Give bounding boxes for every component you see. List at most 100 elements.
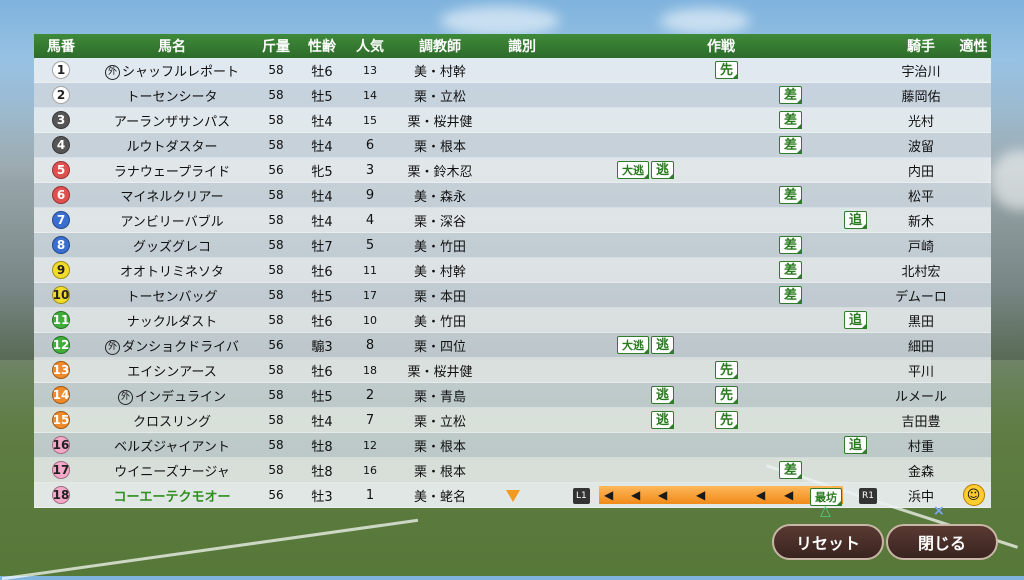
sex-age-cell: 騸3 [311,339,333,355]
strategy-tag[interactable]: 逃 [651,161,675,179]
sex-age-cell: 牡3 [311,489,333,505]
trainer-cell: 栗・四位 [413,339,466,355]
strategy-cell: 差 [556,233,886,257]
strategy-tag[interactable]: 先 [715,61,739,79]
horse-number-cell: 6 [34,186,88,204]
trainer-cell: 栗・鈴木忍 [407,164,473,180]
horse-name-cell: 外ダンショクドライバ [88,336,256,355]
table-row[interactable]: 6 マイネルクリアー 58 牡4 9 美・森永 差 松平 [34,183,991,208]
foreign-horse-icon: 外 [117,389,133,405]
strategy-tag[interactable]: 先 [715,386,739,404]
table-row[interactable]: 1 外シャッフルレポート 58 牡6 13 美・村幹 先 宇治川 [34,58,991,83]
left-arrow-icon: ◀ [658,488,668,502]
horse-name: グッズグレコ [132,239,211,255]
identify-cell [488,58,556,82]
horse-name: ウイニーズナージャ [114,464,230,480]
identify-cell [488,133,556,157]
table-row[interactable]: 4 ルウトダスター 58 牡4 6 栗・根本 差 波留 [34,133,991,158]
strategy-tag: 最坊 [810,488,842,506]
horse-name: エイシンアース [127,364,217,380]
trainer-cell: 栗・青島 [413,389,466,405]
table-row[interactable]: 2 トーセンシータ 58 牡5 14 栗・立松 差 藤岡佑 [34,83,991,108]
identify-cell [488,183,556,207]
strategy-tag[interactable]: 追 [844,311,868,329]
reset-button[interactable]: リセット [772,524,884,560]
strategy-tag[interactable]: 差 [779,286,803,304]
close-button[interactable]: 閉じる [886,524,998,560]
table-row[interactable]: 16 ベルズジャイアント 58 牡8 12 栗・根本 追 村重 [34,433,991,458]
horse-number-badge: 3 [52,111,70,129]
table-row[interactable]: 10 トーセンバッグ 58 牡5 17 栗・本田 差 デムーロ [34,283,991,308]
foreign-horse-icon: 外 [104,64,120,80]
horse-number-badge: 7 [52,211,70,229]
horse-number-cell: 18 [34,486,88,504]
table-row[interactable]: 12 外ダンショクドライバ 56 騸3 8 栗・四位 大逃逃 細田 [34,333,991,358]
jockey-cell: ルメール [894,389,947,405]
table-row[interactable]: 17 ウイニーズナージャ 58 牡8 16 栗・根本 差 金森 [34,458,991,483]
strategy-tag[interactable]: 差 [779,236,803,254]
horse-name-cell: エイシンアース [88,361,256,380]
triangle-button-icon: △ [820,503,831,519]
identify-marker-icon[interactable] [506,490,520,502]
trainer-cell: 美・村幹 [413,264,466,280]
horse-number-badge: 5 [52,161,70,179]
strategy-tag[interactable]: 差 [779,111,803,129]
strategy-tag[interactable]: 逃 [651,386,675,404]
strategy-tag[interactable]: 差 [779,186,803,204]
identify-cell [488,283,556,307]
table-row[interactable]: 9 オオトリミネソタ 58 牡6 11 美・村幹 差 北村宏 [34,258,991,283]
r1-button-icon: R1 [859,488,877,504]
strategy-tag[interactable]: 逃 [651,411,675,429]
strategy-tag[interactable]: 追 [844,211,868,229]
jockey-cell: 光村 [907,114,934,130]
table-row[interactable]: 13 エイシンアース 58 牡6 18 栗・桜井健 先 平川 [34,358,991,383]
strategy-tag[interactable]: 差 [779,86,803,104]
left-arrow-icon: ◀ [631,488,641,502]
sex-age-cell: 牡5 [311,389,333,405]
horse-name-cell: アンビリーバブル [88,211,256,230]
table-row[interactable]: 14 外インデュライン 58 牡5 2 栗・青島逃先ルメール [34,383,991,408]
horse-number-cell: 7 [34,211,88,229]
horse-number-badge: 6 [52,186,70,204]
strategy-tag[interactable]: 逃 [651,336,675,354]
weight-cell: 58 [268,213,284,227]
popularity-cell: 11 [363,263,377,277]
strategy-tag[interactable]: 差 [779,261,803,279]
table-row[interactable]: 7 アンビリーバブル 58 牡4 4 栗・深谷 追 新木 [34,208,991,233]
table-row[interactable]: 15 クロスリング 58 牡4 7 栗・立松逃先吉田豊 [34,408,991,433]
strategy-tag[interactable]: 先 [715,361,739,379]
table-row[interactable]: 5 ラナウェープライド 56 牝5 3 栗・鈴木忍 大逃逃 内田 [34,158,991,183]
popularity-cell: 12 [363,438,377,452]
identify-cell [488,233,556,257]
entry-table: 馬番 馬名 斤量 性齢 人気 調教師 識別 作戦 騎手 適性 1 外シャッフルレポ… [34,34,991,508]
sex-age-cell: 牡6 [311,264,333,280]
popularity-cell: 13 [363,63,377,77]
strategy-tag[interactable]: 大逃 [617,161,649,179]
horse-name: アーランザサンパス [113,114,231,130]
identify-cell [488,433,556,457]
strategy-tag[interactable]: 先 [715,411,739,429]
sex-age-cell: 牡4 [311,189,333,205]
weight-cell: 58 [268,88,284,102]
strategy-tag[interactable]: 追 [844,436,868,454]
smile-face-icon: ☺ [962,484,985,506]
popularity-cell: 6 [365,137,375,153]
popularity-cell: 1 [365,487,375,503]
strategy-tag[interactable]: 差 [779,461,803,479]
horse-name-cell: マイネルクリアー [88,186,256,205]
jockey-cell: 平川 [907,364,934,380]
horse-number-badge: 9 [52,261,70,279]
horse-name-cell: アーランザサンパス [88,111,256,130]
table-row[interactable]: 11 ナックルダスト 58 牡6 10 美・竹田 追 黒田 [34,308,991,333]
trainer-cell: 美・竹田 [413,314,466,330]
strategy-tag[interactable]: 差 [779,136,803,154]
left-arrow-icon: ◀ [756,488,766,502]
table-row[interactable]: 8 グッズグレコ 58 牡7 5 美・竹田 差 戸崎 [34,233,991,258]
strategy-tag[interactable]: 大逃 [617,336,649,354]
header-popularity: 人気 [356,39,384,55]
horse-number-badge: 15 [52,411,70,429]
table-row[interactable]: 3 アーランザサンパス 58 牡4 15 栗・桜井健 差 光村 [34,108,991,133]
popularity-cell: 2 [365,387,375,403]
